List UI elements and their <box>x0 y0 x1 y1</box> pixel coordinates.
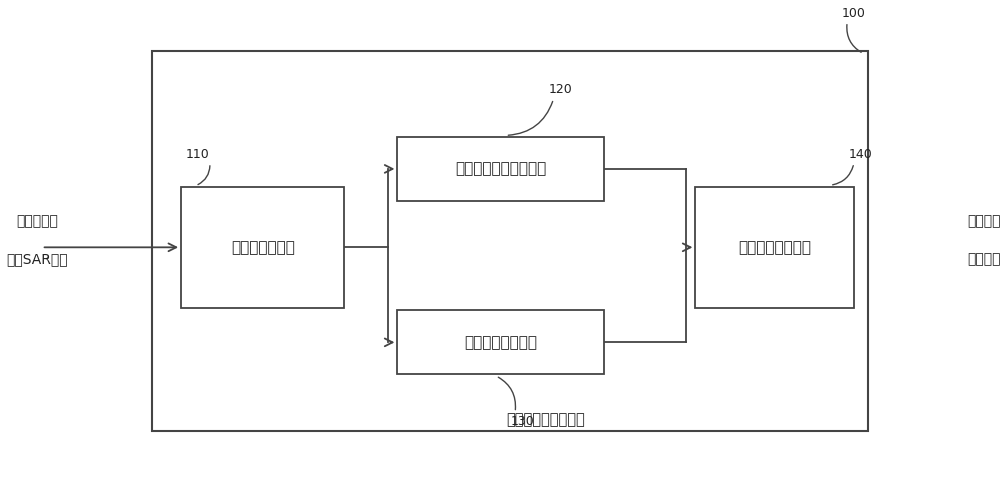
Text: 结果图像: 结果图像 <box>967 252 1000 266</box>
Text: 输出检测: 输出检测 <box>967 214 1000 228</box>
Text: 最优阈値选取单元: 最优阈値选取单元 <box>464 335 537 350</box>
Text: 非监督变化检测装置: 非监督变化检测装置 <box>507 412 585 427</box>
Text: 120: 120 <box>549 84 572 97</box>
Text: 输入全极化: 输入全极化 <box>16 214 58 228</box>
Text: 初步差异影像生成单元: 初步差异影像生成单元 <box>455 162 546 176</box>
Bar <box>181 187 344 308</box>
Bar <box>152 51 868 432</box>
Text: 130: 130 <box>510 415 534 428</box>
Bar <box>695 187 854 308</box>
Text: 时序SAR图像: 时序SAR图像 <box>6 252 68 266</box>
Bar <box>397 137 604 201</box>
Text: 100: 100 <box>841 7 865 21</box>
Text: 110: 110 <box>186 148 210 161</box>
Text: 图像预处理单元: 图像预处理单元 <box>231 240 295 255</box>
Bar <box>397 310 604 374</box>
Text: 检测结果生成单元: 检测结果生成单元 <box>738 240 811 255</box>
Text: 140: 140 <box>849 148 873 161</box>
